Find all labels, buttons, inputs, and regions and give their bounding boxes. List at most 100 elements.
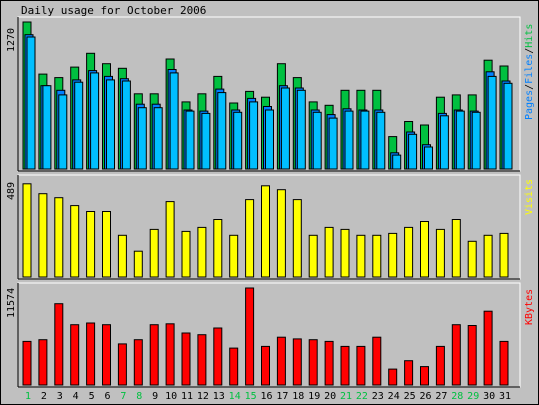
visits-bar: [388, 232, 398, 278]
kbytes-bar: [451, 324, 461, 386]
kbytes-bar: [340, 345, 350, 386]
day-label: 24: [388, 391, 400, 402]
pages-bar: [392, 154, 402, 170]
visits-bar: [133, 250, 143, 278]
pages-bar: [153, 107, 163, 170]
day-label: 22: [356, 391, 368, 402]
day-label: 4: [73, 391, 79, 402]
kbytes-bar: [292, 338, 302, 386]
visits-bar: [276, 189, 286, 278]
visits-bar: [197, 226, 207, 278]
day-label: 12: [197, 391, 209, 402]
day-label: 17: [276, 391, 288, 402]
visits-bar: [149, 228, 159, 278]
kbytes-bar: [165, 323, 175, 386]
kbytes-bar: [276, 336, 286, 386]
day-label: 20: [324, 391, 336, 402]
pages-bar: [233, 111, 243, 170]
day-label: 26: [419, 391, 431, 402]
day-label: 21: [340, 391, 352, 402]
pages-bar: [344, 110, 354, 170]
pages-bar: [360, 110, 370, 170]
kbytes-bar: [308, 339, 318, 386]
hits-scale-label: 1270: [6, 28, 17, 52]
visits-bar: [340, 228, 350, 278]
day-label: 1: [25, 391, 31, 402]
kbytes-bar: [117, 343, 127, 386]
pages-bar: [328, 117, 338, 170]
pages-bar: [280, 87, 290, 170]
kbytes-bar: [467, 325, 477, 386]
day-labels: 1 2 3 4 5 6 7 8 9 10 11 12 13 14 15 16 17 18 19 20 21 22 23 24 2…: [25, 391, 511, 402]
kbytes-bar: [22, 340, 32, 386]
visits-legend: Visits: [524, 179, 535, 215]
kbytes-legend: KBytes: [524, 289, 535, 325]
visits-bar: [102, 211, 111, 278]
visits-scale-label: 489: [6, 182, 17, 200]
legend-sep-2: /: [524, 48, 535, 54]
hits-legend: Pages/Files/Hits: [524, 24, 535, 120]
legend-hits: Hits: [524, 24, 535, 48]
visits-bar: [245, 199, 255, 278]
pages-bar: [439, 115, 449, 170]
pages-bar: [42, 85, 52, 170]
visits-bars: [22, 183, 509, 278]
visits-bar: [54, 197, 64, 278]
visits-bar: [70, 205, 80, 278]
day-label: 30: [483, 391, 495, 402]
kbytes-bar: [324, 340, 334, 386]
kbytes-bar: [388, 368, 398, 386]
pages-bar: [74, 81, 84, 170]
visits-bar: [261, 185, 270, 278]
kbytes-bars: [22, 287, 509, 386]
pages-bar: [424, 146, 433, 170]
pages-bar: [90, 72, 100, 170]
day-label: 23: [372, 391, 384, 402]
kbytes-bar: [261, 345, 270, 386]
visits-bar: [86, 211, 96, 278]
kbytes-bar: [38, 339, 48, 386]
kbytes-bar: [435, 345, 445, 386]
legend-sep-1: /: [524, 84, 535, 90]
pages-bar: [137, 107, 147, 170]
day-label: 11: [181, 391, 193, 402]
pages-bar: [58, 94, 68, 170]
day-label: 15: [245, 391, 257, 402]
kbytes-bar: [213, 327, 223, 386]
pages-bar: [106, 79, 115, 170]
pages-bar: [296, 89, 306, 170]
kbytes-bar: [483, 310, 493, 386]
legend-pages: Pages: [524, 90, 535, 120]
chart-title: Daily usage for October 2006: [21, 4, 206, 17]
pages-bar: [312, 111, 322, 170]
day-label: 29: [467, 391, 479, 402]
panel-visits: 489 Visits: [6, 174, 535, 280]
pages-bar: [169, 72, 179, 170]
visits-bar: [308, 234, 318, 278]
day-label: 6: [104, 391, 110, 402]
kbytes-bar: [181, 332, 191, 386]
visits-bar: [420, 221, 429, 278]
pages-bar: [121, 80, 131, 170]
visits-bar: [404, 226, 414, 278]
day-label: 27: [435, 391, 447, 402]
visits-bar: [467, 240, 477, 278]
hits-bars: [22, 21, 513, 170]
kbytes-bar: [404, 360, 414, 386]
pages-bar: [185, 110, 195, 170]
visits-bar: [213, 219, 223, 278]
kbytes-bar: [499, 340, 509, 386]
pages-bar: [487, 75, 497, 170]
visits-bar: [165, 201, 175, 278]
visits-bar: [229, 234, 239, 278]
day-label: 16: [260, 391, 272, 402]
pages-bar: [376, 111, 386, 170]
pages-bar: [503, 82, 513, 170]
day-label: 31: [499, 391, 511, 402]
kbytes-bar: [54, 303, 64, 386]
panel-hits: 1270 Pages/Files/Hits: [6, 16, 535, 172]
visits-bar: [292, 199, 302, 278]
day-label: 19: [308, 391, 320, 402]
visits-bar: [451, 219, 461, 278]
